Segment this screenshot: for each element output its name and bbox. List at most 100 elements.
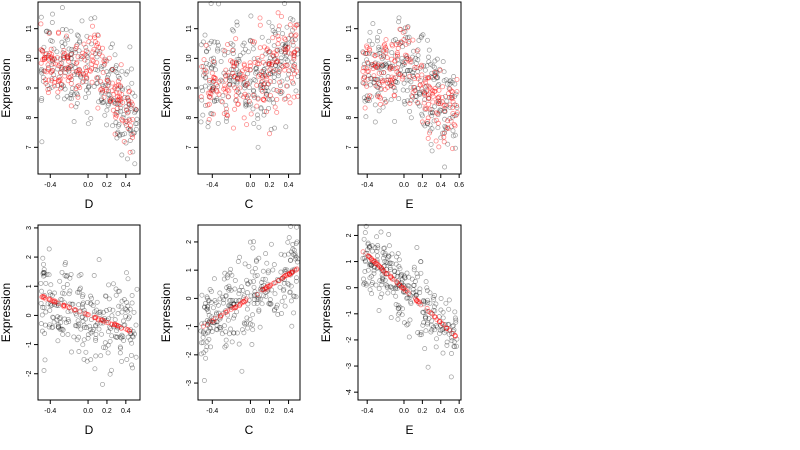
e-baseline-observed-point [399, 39, 405, 45]
c-baseline-observed-point [247, 37, 253, 43]
c-adjusted-observed-point [217, 316, 223, 322]
c-baseline-fitted-point [247, 67, 253, 73]
e-baseline-observed-point [421, 121, 427, 127]
d-baseline-observed-point [131, 130, 137, 136]
e-baseline-fitted-point [447, 86, 453, 92]
c-baseline-fitted-point [282, 67, 288, 73]
c-adjusted-fitted-point [239, 300, 245, 306]
e-baseline-fitted-point [454, 89, 460, 95]
c-baseline-observed-point [261, 112, 267, 118]
c-baseline-x-tick-label: 0.0 [246, 182, 256, 189]
d-baseline-fitted-point [47, 50, 53, 56]
e-baseline-fitted-point [365, 76, 371, 82]
c-adjusted-observed-point [237, 297, 243, 303]
c-adjusted-fitted-point [265, 283, 271, 289]
e-baseline-observed-point [420, 32, 426, 38]
d-adjusted-observed-point [55, 324, 61, 330]
d-baseline-fitted-point [45, 66, 51, 72]
e-adjusted-observed-point [371, 270, 377, 276]
e-baseline-observed-point [424, 121, 430, 127]
d-adjusted-observed-point [93, 353, 99, 359]
c-adjusted-observed-point [208, 319, 214, 325]
c-baseline-observed-point [246, 85, 252, 91]
d-baseline-observed-point [44, 51, 49, 57]
e-baseline-observed-point [436, 82, 442, 87]
d-adjusted-observed-point [38, 280, 44, 286]
e-baseline-observed-point [431, 118, 437, 124]
e-adjusted-observed-point [393, 302, 399, 307]
e-adjusted-observed-point [401, 283, 407, 289]
d-baseline-fitted-point [89, 53, 95, 59]
e-adjusted-observed-point [413, 292, 419, 298]
d-baseline-observed-point [41, 44, 47, 50]
c-adjusted-observed-point [281, 288, 286, 294]
c-baseline-fitted-point [265, 81, 271, 87]
d-baseline-observed-point [108, 96, 114, 102]
d-baseline-observed-point [65, 37, 71, 43]
e-baseline-observed-point [402, 101, 408, 107]
c-adjusted-observed-point [232, 286, 238, 292]
d-baseline-fitted-point [76, 67, 82, 73]
c-baseline-observed-point [206, 94, 212, 100]
d-baseline-observed-point [98, 66, 104, 72]
c-adjusted-observed-point [208, 300, 214, 305]
e-adjusted-observed-point [379, 266, 385, 272]
d-baseline-observed-point [102, 112, 108, 118]
e-adjusted-observed-point [379, 272, 385, 278]
c-baseline-observed-point [203, 74, 209, 80]
e-baseline-observed-point [366, 38, 372, 44]
c-baseline-fitted-point [273, 52, 279, 58]
d-adjusted-observed-point [88, 326, 94, 332]
d-adjusted-observed-point [115, 325, 121, 331]
c-baseline-observed-point [282, 51, 288, 56]
c-baseline-observed-point [210, 87, 216, 93]
d-baseline-fitted-point [53, 61, 59, 67]
c-adjusted-observed-point [252, 266, 258, 271]
d-baseline-observed-point [115, 123, 121, 129]
d-baseline-observed-point [85, 84, 91, 90]
e-adjusted-fitted-point [416, 299, 422, 305]
e-adjusted-observed-point [422, 346, 428, 352]
c-baseline-observed-point [230, 60, 236, 66]
c-baseline-fitted-point [246, 98, 252, 104]
e-baseline-fitted-point [430, 93, 436, 99]
d-adjusted-observed-point [75, 289, 81, 295]
e-adjusted-observed-point [389, 251, 395, 257]
d-adjusted-observed-point [54, 317, 60, 323]
c-adjusted-observed-point [208, 344, 214, 350]
e-adjusted-observed-point [374, 253, 380, 259]
d-adjusted-observed-point [129, 362, 135, 368]
e-baseline-observed-point [429, 75, 435, 80]
c-baseline-fitted-point [224, 112, 230, 118]
e-adjusted-fitted-point [444, 325, 450, 331]
c-adjusted-observed-point [254, 300, 260, 306]
c-baseline-fitted-point [286, 68, 292, 74]
c-adjusted-observed-point [209, 329, 215, 334]
c-baseline-observed-point [202, 32, 208, 38]
d-baseline-observed-point [128, 105, 134, 111]
c-adjusted-observed-point [204, 323, 210, 328]
c-baseline-observed-point [234, 67, 240, 72]
c-baseline-observed-point [199, 84, 204, 90]
e-baseline-fitted-point [364, 68, 370, 74]
e-adjusted-observed-point [443, 328, 449, 334]
c-baseline-fitted-point [222, 73, 228, 79]
e-baseline-observed-point [410, 54, 415, 60]
d-baseline-fitted-point [91, 46, 97, 52]
e-baseline-fitted-point [417, 82, 423, 88]
d-baseline-fitted-point [119, 92, 125, 98]
c-baseline-observed-point [235, 75, 241, 80]
e-baseline-observed-point [394, 80, 400, 85]
e-baseline-fitted-point [384, 55, 390, 61]
d-baseline-fitted-point [126, 97, 132, 103]
d-adjusted-observed-point [130, 334, 136, 340]
c-adjusted-observed-point [226, 303, 232, 309]
d-baseline-fitted-point [87, 35, 93, 41]
d-baseline-observed-point [49, 20, 55, 25]
d-adjusted-observed-point [93, 331, 99, 337]
d-baseline-observed-point [59, 5, 65, 11]
d-adjusted-observed-point [115, 311, 121, 316]
d-adjusted-observed-point [78, 272, 84, 277]
c-baseline-observed-point [270, 28, 276, 34]
e-adjusted-observed-point [402, 275, 408, 281]
